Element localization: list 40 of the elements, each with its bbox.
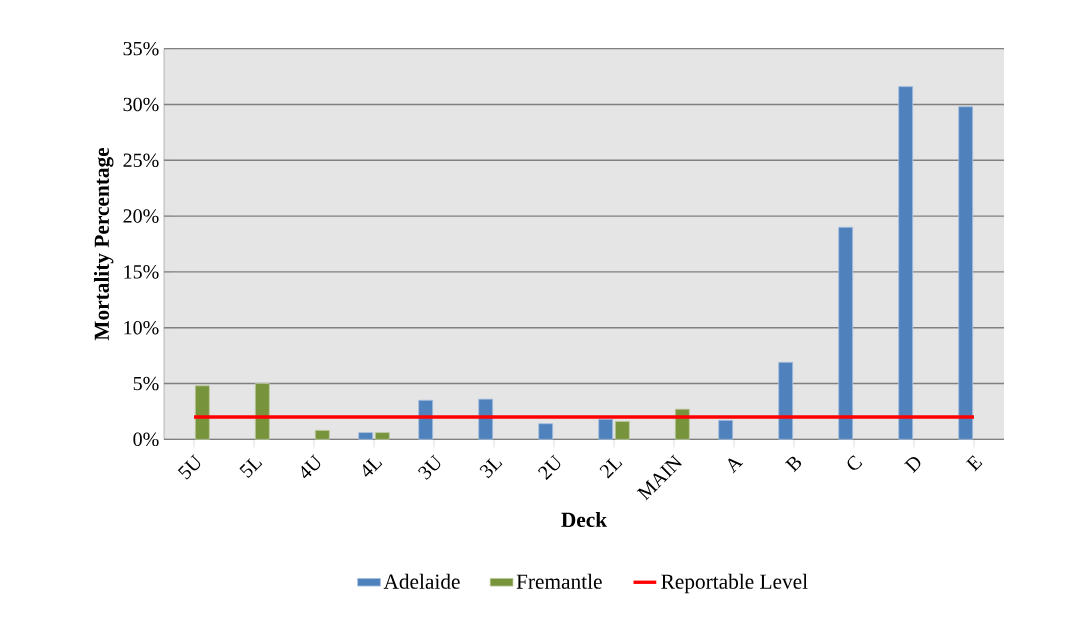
x-tick-label: 5U bbox=[177, 454, 201, 480]
x-tick-label: 4U bbox=[301, 454, 321, 479]
legend-label: Adelaide bbox=[383, 573, 460, 589]
x-tick-label: 3U bbox=[417, 454, 441, 480]
y-tick-label: 10% bbox=[124, 320, 159, 335]
legend-label: Reportable Level bbox=[661, 573, 808, 594]
bar bbox=[478, 398, 494, 440]
bar bbox=[314, 430, 330, 440]
y-tick-label: 5% bbox=[133, 376, 159, 391]
x-tick-label: 2L bbox=[599, 458, 623, 479]
x-tick-label: E bbox=[965, 455, 983, 472]
bar bbox=[194, 385, 210, 440]
y-tick-label: 15% bbox=[124, 265, 159, 279]
bar bbox=[838, 226, 854, 440]
bar bbox=[598, 418, 614, 440]
x-tick-label: D bbox=[904, 456, 921, 474]
x-tick-label: 3L bbox=[479, 458, 503, 479]
y-tick-label: 30% bbox=[123, 97, 159, 112]
y-axis-title: Mortality Percentage bbox=[93, 147, 114, 341]
bar bbox=[614, 421, 630, 440]
y-tick-label: 20% bbox=[123, 209, 159, 223]
x-tick-label: A bbox=[728, 458, 744, 474]
y-tick-label: 35% bbox=[123, 41, 159, 56]
x-tick-label: C bbox=[847, 455, 863, 470]
bar bbox=[374, 432, 390, 440]
bar bbox=[538, 423, 554, 440]
y-tick-label: 0% bbox=[133, 432, 159, 447]
bar bbox=[358, 432, 374, 440]
y-tick-label: 25% bbox=[123, 153, 159, 168]
bar bbox=[718, 419, 734, 440]
x-tick-label: 2U bbox=[537, 454, 561, 481]
x-tick-label: B bbox=[784, 456, 802, 473]
bar bbox=[898, 86, 914, 440]
bar bbox=[958, 106, 974, 440]
legend-label: Fremantle bbox=[516, 573, 602, 589]
x-axis-title: Deck bbox=[561, 512, 608, 528]
x-tick-label: 5L bbox=[239, 458, 263, 478]
bar bbox=[254, 383, 270, 440]
bar bbox=[778, 361, 794, 440]
x-tick-label: 4L bbox=[363, 458, 383, 477]
